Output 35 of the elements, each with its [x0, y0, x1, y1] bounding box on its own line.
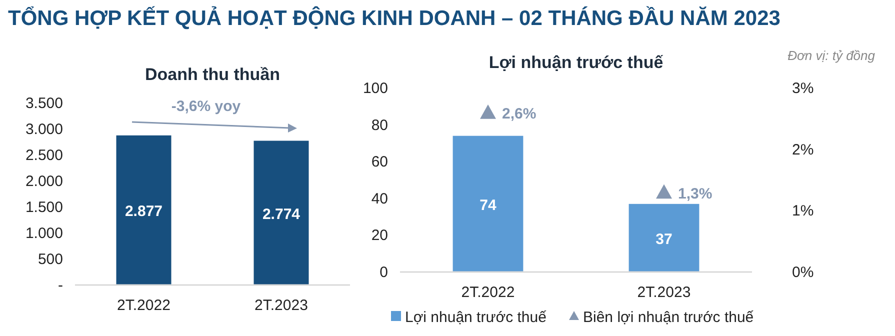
legend-label: Biên lợi nhuận trước thuế [583, 309, 754, 326]
y-tick-label: 3.500 [25, 95, 63, 112]
legend-label: Lợi nhuận trước thuế [405, 309, 548, 326]
y-tick-label: 1.000 [25, 225, 63, 242]
y-tick-label: 100 [362, 80, 388, 97]
y2-tick-label: 0% [792, 264, 814, 281]
data-label: 1,3% [678, 185, 712, 202]
x-tick-label: 2T.2022 [461, 284, 515, 301]
y-tick-label: 3.000 [25, 121, 63, 138]
y2-tick-label: 1% [792, 202, 814, 220]
chart-title: Lợi nhuận trước thuế [488, 53, 664, 72]
x-tick-label: 2T.2023 [637, 284, 691, 301]
data-label: 37 [656, 230, 672, 248]
text: Đơn vị: tỷ đồng [788, 48, 876, 63]
data-label: 2,6% [502, 106, 536, 123]
x-tick-label: 2T.2023 [254, 297, 308, 314]
data-label: 74 [480, 196, 497, 214]
y-tick-label: 40 [371, 190, 388, 208]
data-label: 2.774 [262, 206, 301, 223]
chart-subtitle: Doanh thu thuần [144, 65, 280, 84]
y-tick-label: 0 [380, 264, 388, 281]
x-tick-label: 2T.2022 [117, 297, 170, 314]
y-tick-label: 20 [371, 227, 388, 244]
y-tick-label: - [58, 277, 63, 294]
y2-tick-label: 3% [792, 80, 814, 97]
y-tick-label: 80 [371, 116, 388, 134]
y-tick-label: 500 [38, 251, 63, 268]
y-tick-label: 60 [371, 154, 388, 171]
y-tick-label: 2.000 [25, 173, 63, 190]
annotation: -3,6% yoy [171, 98, 242, 115]
text: TỔNG HỢP KẾT QUẢ HOẠT ĐỘNG KINH DOANH – 02 THÁNG ĐẦU NĂM 2023 [8, 6, 780, 30]
y2-tick-label: 2% [792, 141, 814, 158]
data-label: 2.877 [124, 203, 163, 220]
y-tick-label: 2.500 [25, 147, 63, 164]
y-tick-label: 1.500 [25, 199, 63, 216]
